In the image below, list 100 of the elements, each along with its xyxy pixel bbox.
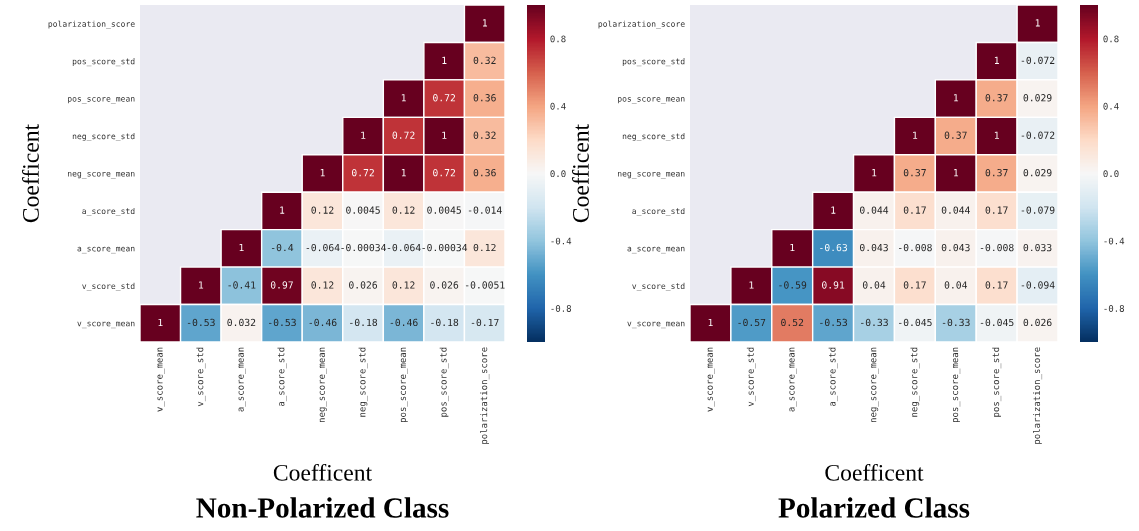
y-tick-label: neg_score_std xyxy=(72,133,135,142)
y-tick-label: v_score_mean xyxy=(627,321,685,329)
y-tick-label: pos_score_std xyxy=(72,58,135,67)
y-tick-label: polarization_score xyxy=(48,20,135,29)
data-label: 1 xyxy=(401,94,406,102)
color-bar-label: 0.8 xyxy=(550,35,566,43)
data-label: 0.91 xyxy=(822,281,845,289)
data-label: 1 xyxy=(199,281,204,289)
data-label: 0.12 xyxy=(311,206,334,214)
data-label: 0.026 xyxy=(349,281,378,289)
data-label: 0.029 xyxy=(1023,94,1052,102)
data-label: -0.072 xyxy=(1021,131,1055,139)
data-label: -0.072 xyxy=(1021,56,1055,65)
data-label: 0.04 xyxy=(862,281,886,289)
data-label: 0.12 xyxy=(473,243,496,252)
x-tick-label: v_score_std xyxy=(746,347,756,407)
data-label: 1 xyxy=(708,318,713,326)
data-label: 1 xyxy=(872,169,877,177)
data-label: -0.4 xyxy=(271,243,294,252)
data-label: 0.52 xyxy=(781,318,804,327)
x-tick-label: v_score_std xyxy=(196,347,206,407)
data-label: 1 xyxy=(790,244,795,252)
color-bar-label: 0.8 xyxy=(1103,35,1119,43)
y-tick-label: a_score_std xyxy=(632,207,685,216)
data-label: 1 xyxy=(954,94,959,102)
data-label: -0.045 xyxy=(899,318,932,327)
x-axis-title: Coefficent xyxy=(273,463,372,481)
data-label: -0.33 xyxy=(942,318,970,327)
y-tick-label: v_score_mean xyxy=(77,321,135,329)
data-label: -0.00034 xyxy=(422,243,468,252)
x-tick-label: a_score_mean xyxy=(238,347,246,412)
data-label: 0.72 xyxy=(433,168,456,177)
data-label: -0.0051 xyxy=(465,281,505,289)
data-label: 0.044 xyxy=(941,206,970,214)
data-label: 1 xyxy=(954,169,959,177)
data-label: 0.026 xyxy=(1023,318,1052,327)
data-label: -0.46 xyxy=(309,318,337,327)
data-label: 0.72 xyxy=(433,94,456,102)
y-axis-title: Coefficent xyxy=(22,124,39,223)
x-tick-label: neg_score_std xyxy=(910,347,920,417)
x-axis-title: Coefficent xyxy=(825,463,924,481)
x-tick-label: a_score_std xyxy=(277,347,287,407)
data-label: 0.17 xyxy=(903,281,926,289)
data-label: 0.72 xyxy=(392,131,415,139)
data-label: 0.17 xyxy=(903,206,926,214)
data-label: 0.36 xyxy=(473,94,496,102)
y-tick-label: neg_score_std xyxy=(622,133,685,142)
data-label: 0.36 xyxy=(473,168,496,177)
data-label: -0.008 xyxy=(899,243,932,252)
x-tick-label: polarization_score xyxy=(480,347,490,444)
y-tick-label: neg_score_mean xyxy=(68,171,135,179)
color-bar-label: 0.4 xyxy=(1103,102,1119,110)
data-label: -0.53 xyxy=(187,318,215,327)
data-label: 1 xyxy=(831,206,836,214)
data-label: 0.37 xyxy=(903,168,926,177)
color-bar-label: 0.0 xyxy=(1103,170,1119,178)
x-tick-label: a_score_mean xyxy=(789,347,797,412)
data-label: -0.008 xyxy=(980,243,1014,252)
data-label: 0.12 xyxy=(392,206,415,214)
data-label: 0.37 xyxy=(985,168,1008,177)
y-tick-label: a_score_mean xyxy=(77,246,135,254)
data-label: -0.57 xyxy=(738,318,766,327)
data-label: -0.33 xyxy=(861,318,888,327)
text: Non-Polarized Class xyxy=(196,497,449,518)
data-label: 0.026 xyxy=(430,281,459,289)
data-label: 0.032 xyxy=(227,318,256,327)
x-tick-label: neg_score_mean xyxy=(319,347,327,423)
y-tick-label: pos_score_std xyxy=(622,58,685,67)
data-label: -0.46 xyxy=(390,318,418,327)
data-label: 1 xyxy=(749,281,754,289)
data-label: 0.043 xyxy=(941,243,970,252)
data-label: 0.17 xyxy=(985,206,1008,214)
data-label: 0.0045 xyxy=(427,206,461,214)
data-label: -0.094 xyxy=(1021,281,1055,289)
data-label: 0.0045 xyxy=(346,206,380,214)
data-label: -0.064 xyxy=(306,243,340,252)
data-label: 1 xyxy=(994,56,999,64)
y-tick-label: pos_score_mean xyxy=(617,97,685,104)
data-label: 0.12 xyxy=(311,281,334,289)
color-bar-label: -0.4 xyxy=(551,237,572,245)
data-label: -0.18 xyxy=(431,318,459,327)
x-tick-label: polarization_score xyxy=(1033,347,1043,444)
data-label: -0.53 xyxy=(820,318,848,327)
x-tick-label: a_score_std xyxy=(828,347,838,407)
data-label: -0.59 xyxy=(779,281,807,289)
data-label: 1 xyxy=(994,131,999,139)
y-tick-label: a_score_mean xyxy=(627,246,685,254)
y-axis-title: Coefficent xyxy=(572,124,589,223)
data-label: -0.014 xyxy=(468,206,502,214)
y-tick-label: v_score_std xyxy=(82,282,135,291)
data-label: 0.32 xyxy=(473,56,496,65)
text: Polarized Class xyxy=(778,497,970,518)
data-label: -0.53 xyxy=(269,318,296,327)
data-label: 0.033 xyxy=(1023,243,1052,252)
y-tick-label: pos_score_mean xyxy=(67,97,135,104)
data-label: 1 xyxy=(1035,19,1040,27)
data-label: 1 xyxy=(913,131,918,139)
data-label: 0.37 xyxy=(944,131,967,139)
data-label: 0.04 xyxy=(944,281,968,289)
data-label: 1 xyxy=(280,206,285,214)
